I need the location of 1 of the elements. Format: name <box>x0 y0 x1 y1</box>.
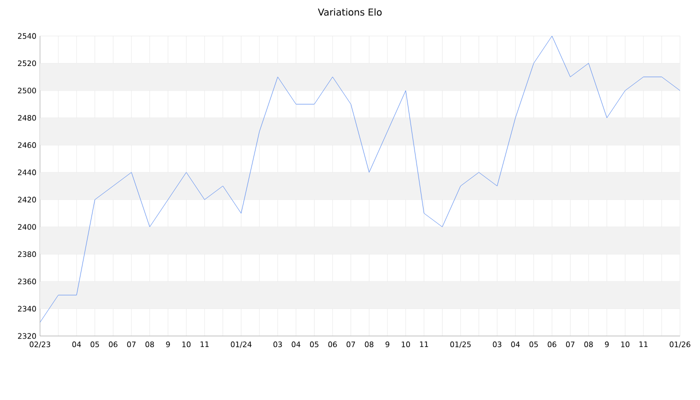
chart-title: Variations Elo <box>318 8 382 16</box>
